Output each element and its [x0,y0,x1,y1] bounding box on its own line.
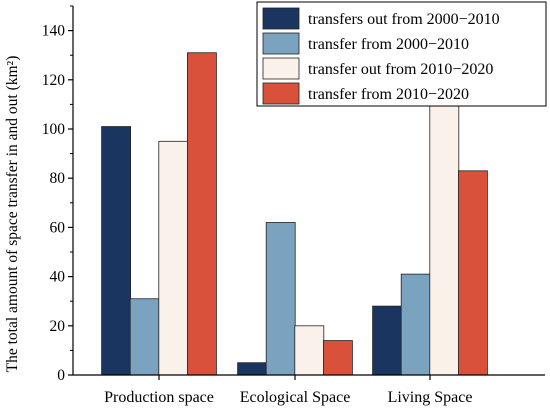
bar-transfer-from-2000-2010-2 [400,273,431,376]
y-tick-label: 20 [50,318,66,335]
y-axis-label: The total amount of space transfer in an… [4,56,21,373]
legend-label: transfers out from 2000−2010 [308,11,500,28]
y-tick-label: 40 [50,269,66,286]
bar-transfer-out-from-2010-2020-0 [158,140,189,376]
x-tick-label: Living Space [388,389,473,406]
y-tick-label: 60 [50,219,66,236]
y-ticks-group: 0 20 40 60 80 100 120 140 [42,5,73,384]
legend-label: transfer from 2000−2010 [308,36,469,53]
legend-swatch [262,82,300,105]
bar-transfers-out-from-2000-2010-0 [101,126,131,376]
legend-label: transfer from 2010−2020 [308,86,469,103]
legend-label: transfer out from 2010−2020 [308,61,493,78]
bar-transfers-out-from-2000-2010-1 [237,362,268,376]
legend: transfers out from 2000−2010 transfer fro… [256,1,547,107]
legend-swatch [262,57,300,80]
legend-box [256,1,547,107]
bar-transfer-from-2010-2020-1 [322,340,353,376]
legend-swatch [262,32,300,55]
y-tick-label: 0 [57,367,65,384]
legend-swatch [262,7,300,30]
bar-transfer-out-from-2010-2020-2 [429,96,460,376]
bar-transfer-from-2010-2020-0 [186,52,217,376]
bar-transfer-from-2000-2010-0 [129,298,160,376]
y-tick-label: 120 [42,72,66,89]
axes-group [72,6,545,376]
y-tick-label: 80 [50,170,66,187]
bar-transfer-from-2010-2020-2 [457,170,488,376]
y-tick-label: 140 [42,23,66,40]
bar-transfer-out-from-2010-2020-1 [294,325,325,376]
y-tick-label: 100 [42,121,66,138]
bar-transfers-out-from-2000-2010-2 [372,305,403,376]
bars-group [101,52,488,376]
x-tick-label: Ecological Space [240,389,351,406]
x-tick-label: Production space [104,389,214,406]
x-ticks-group: Production space Ecological Space Living S… [104,375,472,406]
bar-transfer-from-2000-2010-1 [265,222,296,376]
